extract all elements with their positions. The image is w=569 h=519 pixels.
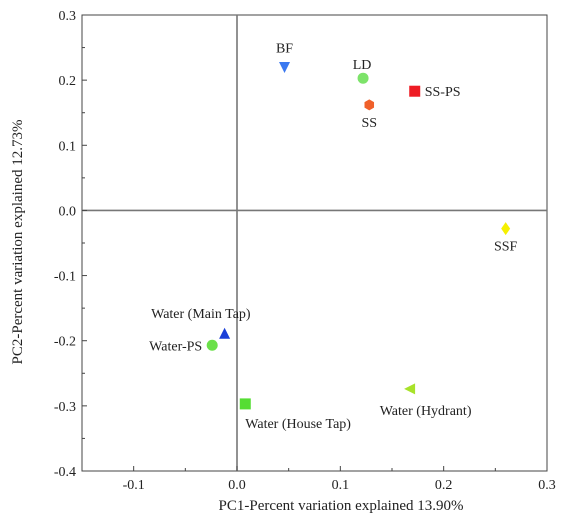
y-tick-label: 0.0 (59, 204, 77, 219)
x-axis-ticks: -0.1 0.0 0.1 0.2 0.3 (81, 466, 556, 493)
x-tick-label: 0.2 (435, 478, 453, 493)
point-label: BF (276, 41, 293, 56)
y-tick-label: 0.2 (59, 74, 77, 89)
plot-frame (81, 14, 548, 472)
data-point-water-main-tap (219, 327, 231, 339)
y-tick-label: -0.1 (54, 270, 76, 285)
point-label: SSF (494, 240, 518, 255)
data-point-ss-ps (409, 85, 421, 97)
y-axis-ticks: -0.4 -0.3 -0.2 -0.1 0.0 0.1 0.2 0.3 (54, 9, 87, 480)
data-point-ld (357, 72, 369, 84)
plot-border (81, 14, 548, 472)
data-point-ss (364, 99, 375, 111)
y-tick-label: -0.3 (54, 400, 76, 415)
point-label: SS (361, 116, 377, 131)
reference-lines (82, 15, 547, 471)
y-tick-label: -0.4 (54, 465, 76, 480)
point-labels: BF LD SS SS-PS SSF Water (Main Tap) Water-PS Wa… (149, 41, 517, 431)
data-point-water-ps (206, 339, 218, 351)
y-axis-title: PC2-Percent variation explained 12.73% (10, 120, 26, 365)
point-label: Water (Hydrant) (380, 404, 472, 419)
y-tick-label: 0.1 (59, 139, 77, 154)
data-point-water-hydrant (404, 383, 416, 395)
point-label: Water (Main Tap) (151, 307, 251, 322)
data-point-ssf (501, 222, 511, 236)
point-label: LD (353, 58, 372, 73)
point-label: Water (House Tap) (245, 417, 351, 432)
data-points (206, 61, 511, 410)
x-axis-title: PC1-Percent variation explained 13.90% (219, 498, 464, 514)
y-tick-label: 0.3 (59, 9, 77, 24)
x-tick-label: -0.1 (123, 478, 145, 493)
point-label: SS-PS (425, 85, 461, 100)
x-tick-label: 0.1 (332, 478, 350, 493)
y-tick-label: -0.2 (54, 335, 76, 350)
x-tick-label: 0.0 (228, 478, 246, 493)
data-point-water-house-tap (239, 398, 251, 410)
point-label: Water-PS (149, 339, 202, 354)
x-tick-label: 0.3 (538, 478, 556, 493)
data-point-bf (279, 61, 291, 73)
